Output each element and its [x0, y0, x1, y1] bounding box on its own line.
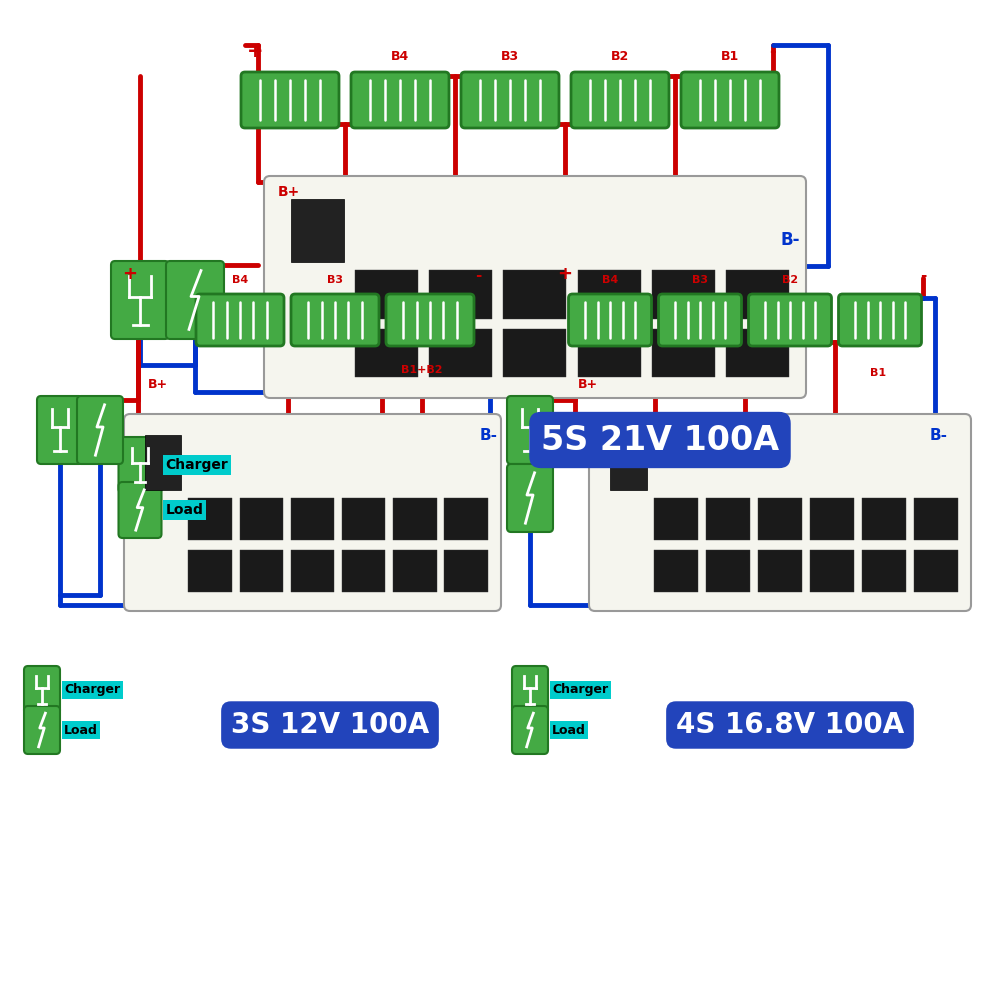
Bar [706, 498, 750, 540]
Bar [654, 498, 698, 540]
FancyBboxPatch shape [264, 176, 806, 398]
FancyBboxPatch shape [166, 261, 224, 339]
Text: B+: B+ [148, 378, 168, 391]
Text: 4S 16.8V 100A: 4S 16.8V 100A [676, 711, 904, 739]
FancyBboxPatch shape [507, 396, 553, 464]
Text: B-: B- [780, 231, 800, 249]
Text: Load: Load [552, 724, 586, 736]
Bar [355, 329, 418, 377]
Text: Load: Load [166, 503, 203, 517]
FancyBboxPatch shape [681, 72, 779, 128]
Bar [291, 199, 344, 262]
FancyBboxPatch shape [24, 666, 60, 714]
FancyBboxPatch shape [351, 72, 449, 128]
Text: 5S 21V 100A: 5S 21V 100A [541, 424, 779, 456]
Bar [240, 550, 283, 592]
FancyBboxPatch shape [838, 294, 922, 346]
Bar [810, 550, 854, 592]
Text: -: - [920, 268, 926, 283]
Bar [652, 329, 715, 377]
FancyBboxPatch shape [507, 464, 553, 532]
Text: +: + [122, 265, 138, 283]
Text: B+: B+ [578, 378, 598, 391]
Text: -: - [770, 43, 776, 61]
Bar [810, 498, 854, 540]
Bar [355, 270, 418, 318]
Bar [429, 270, 492, 318]
Text: B-: B- [930, 428, 948, 442]
Bar [393, 550, 437, 592]
Bar [578, 270, 641, 318]
FancyBboxPatch shape [291, 294, 379, 346]
Bar [862, 550, 906, 592]
Bar [652, 270, 715, 318]
FancyBboxPatch shape [512, 666, 548, 714]
FancyBboxPatch shape [124, 414, 501, 611]
Bar [726, 270, 789, 318]
Bar [291, 550, 334, 592]
Bar [342, 498, 385, 540]
Bar [758, 498, 802, 540]
Text: B3: B3 [692, 275, 708, 285]
FancyBboxPatch shape [571, 72, 669, 128]
Text: +: + [558, 265, 572, 283]
Bar [240, 498, 283, 540]
Bar [342, 550, 385, 592]
FancyBboxPatch shape [111, 261, 169, 339]
Bar [188, 498, 232, 540]
Bar [706, 550, 750, 592]
Text: Charger: Charger [552, 684, 608, 696]
FancyBboxPatch shape [24, 706, 60, 754]
Text: 3S 12V 100A: 3S 12V 100A [231, 711, 429, 739]
Bar [654, 550, 698, 592]
Text: B4: B4 [232, 275, 248, 285]
Text: B3: B3 [501, 50, 519, 63]
FancyBboxPatch shape [241, 72, 339, 128]
Bar [444, 550, 488, 592]
Bar [503, 329, 566, 377]
Bar [610, 435, 647, 490]
Text: B4: B4 [602, 275, 618, 285]
Bar [145, 435, 181, 490]
Text: B3: B3 [327, 275, 343, 285]
Bar [914, 550, 958, 592]
Text: Charger: Charger [64, 684, 120, 696]
Text: B1: B1 [870, 368, 886, 378]
Text: B4: B4 [391, 50, 409, 63]
Text: B-: B- [480, 428, 498, 442]
Bar [914, 498, 958, 540]
FancyBboxPatch shape [386, 294, 474, 346]
Bar [578, 329, 641, 377]
Bar [503, 270, 566, 318]
FancyBboxPatch shape [658, 294, 741, 346]
Text: Charger: Charger [166, 458, 228, 472]
FancyBboxPatch shape [512, 706, 548, 754]
Text: Load: Load [64, 724, 98, 736]
FancyBboxPatch shape [37, 396, 83, 464]
FancyBboxPatch shape [119, 482, 162, 538]
Text: +: + [247, 42, 263, 61]
FancyBboxPatch shape [77, 396, 123, 464]
Bar [291, 498, 334, 540]
FancyBboxPatch shape [568, 294, 652, 346]
FancyBboxPatch shape [119, 437, 162, 493]
FancyBboxPatch shape [589, 414, 971, 611]
FancyBboxPatch shape [461, 72, 559, 128]
Text: B+: B+ [278, 185, 300, 199]
Text: -: - [475, 268, 481, 283]
Bar [188, 550, 232, 592]
FancyBboxPatch shape [196, 294, 284, 346]
FancyBboxPatch shape [748, 294, 832, 346]
Bar [862, 498, 906, 540]
Text: B2: B2 [782, 275, 798, 285]
Bar [758, 550, 802, 592]
Bar [726, 329, 789, 377]
Text: B2: B2 [611, 50, 629, 63]
Bar [444, 498, 488, 540]
Bar [429, 329, 492, 377]
Bar [393, 498, 437, 540]
Text: B1: B1 [721, 50, 739, 63]
Text: B1+B2: B1+B2 [401, 365, 443, 375]
